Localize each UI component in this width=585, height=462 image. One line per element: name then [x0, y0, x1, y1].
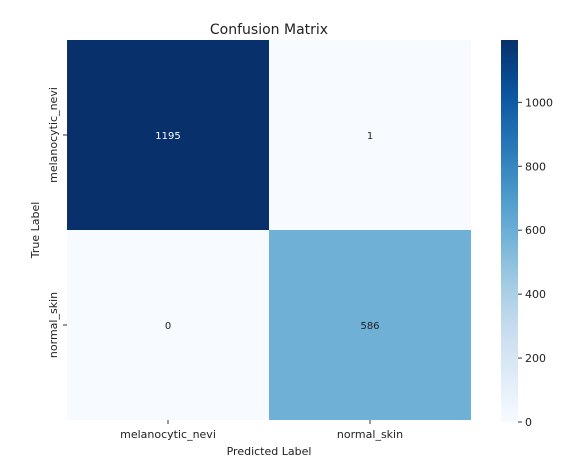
y-tick-label: melanocytic_nevi [47, 87, 60, 183]
colorbar-tick-label: 400 [525, 288, 546, 301]
cell-value-label: 1195 [155, 131, 180, 142]
heatmap-cell [269, 230, 471, 420]
x-axis-label: Predicted Label [227, 445, 312, 458]
chart-title: Confusion Matrix [210, 22, 328, 38]
x-tick-label: normal_skin [337, 428, 403, 441]
cell-value-label: 586 [360, 321, 379, 332]
cell-value-label: 0 [165, 321, 171, 332]
heatmap-cell [269, 40, 471, 230]
colorbar-tick-label: 800 [525, 160, 546, 173]
x-axis-ticks: melanocytic_nevi normal_skin [120, 420, 403, 441]
cell-value-label: 1 [367, 131, 373, 142]
heatmap-cells: 1195 1 0 586 [67, 40, 471, 420]
colorbar-tick-label: 600 [525, 224, 546, 237]
colorbar-gradient [501, 40, 518, 422]
y-axis-ticks: melanocytic_nevi normal_skin [47, 87, 67, 358]
y-tick-label: normal_skin [47, 292, 60, 358]
y-axis-label: True Label [29, 202, 42, 260]
colorbar-tick-label: 200 [525, 352, 546, 365]
x-tick-label: melanocytic_nevi [120, 428, 216, 441]
colorbar: 0 200 400 600 800 1000 [501, 40, 553, 429]
heatmap-cell [67, 230, 269, 420]
colorbar-tick-label: 1000 [525, 96, 553, 109]
heatmap-cell [67, 40, 269, 230]
colorbar-tick-label: 0 [525, 416, 532, 429]
